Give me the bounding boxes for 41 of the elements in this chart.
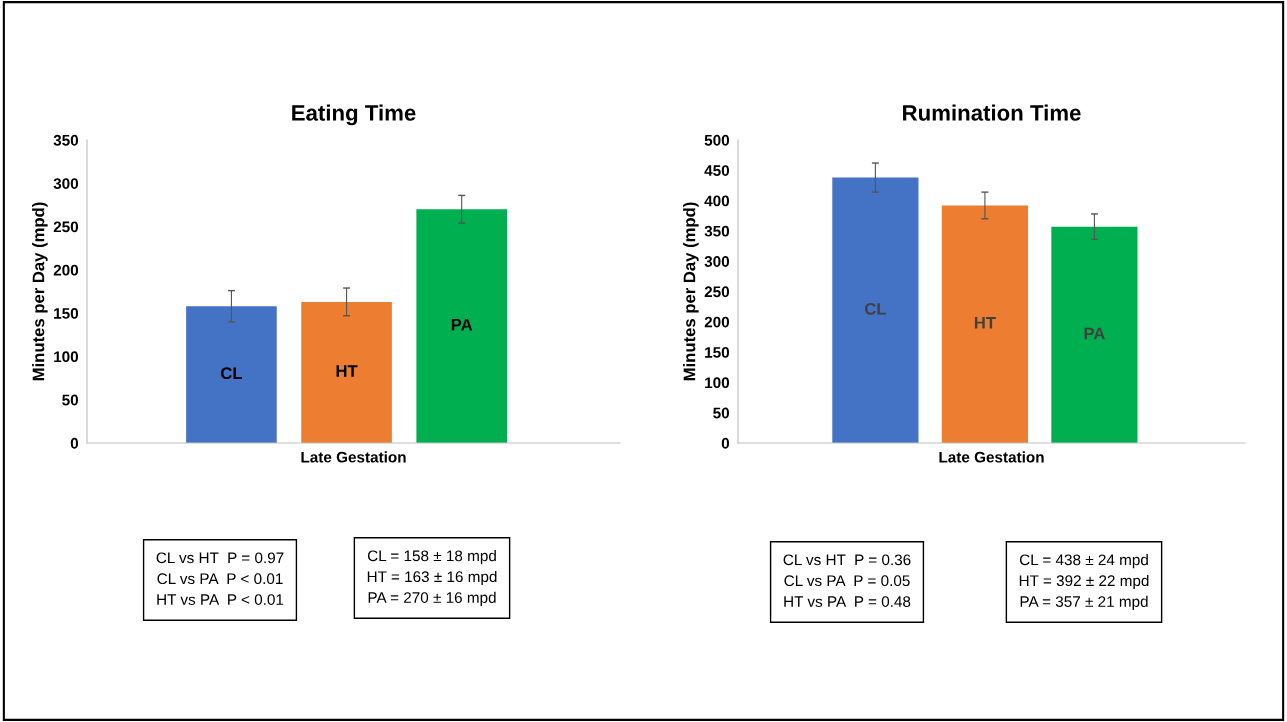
series-label: HT — [336, 365, 358, 377]
y-axis-title: Minutes per Day (mpd) — [683, 202, 699, 381]
y-tick-label: 300 — [704, 256, 730, 267]
y-tick-label: 350 — [704, 225, 730, 237]
y-axis-title: Minutes per Day (mpd) — [32, 202, 48, 381]
series-label: PA — [451, 318, 473, 331]
y-tick-label: 450 — [704, 165, 730, 176]
series-label: PA — [1084, 327, 1105, 340]
y-tick-label: 150 — [54, 308, 79, 319]
chart-title: Rumination Time — [903, 104, 1081, 121]
series-label: CL — [221, 367, 243, 380]
bar — [301, 301, 392, 443]
y-tick-label: 0 — [70, 437, 79, 449]
bar — [832, 177, 919, 443]
x-tick-label: Late Gestation — [939, 451, 1044, 463]
y-tick-label: 400 — [704, 195, 730, 207]
text: CL = 438 ± 24 mpd HT = 392 ± 22 mpd PA = 357 ± 21 mpd — [1019, 553, 1149, 611]
bar — [1051, 226, 1138, 443]
y-tick-label: 100 — [705, 377, 730, 389]
y-tick-label: 250 — [704, 286, 730, 298]
y-tick-label: 250 — [53, 221, 79, 233]
y-tick-label: 500 — [704, 134, 730, 146]
text: CL = 158 ± 18 mpd HT = 163 ± 16 mpd PA = 270 ± 16 mpd — [367, 549, 497, 607]
y-tick-label: 0 — [721, 437, 730, 449]
y-tick-label: 200 — [53, 264, 79, 276]
y-tick-label: 50 — [713, 407, 730, 419]
text: CL vs HT P = 0.36 CL vs PA P = 0.05 HT vs PA P = 0.48 — [783, 554, 911, 607]
y-tick-label: 300 — [53, 178, 79, 189]
y-tick-label: 150 — [705, 346, 730, 358]
y-tick-label: 100 — [54, 351, 79, 363]
bar — [186, 306, 277, 443]
bar — [416, 209, 507, 443]
y-tick-label: 200 — [704, 316, 730, 328]
y-tick-label: 50 — [62, 394, 79, 406]
series-label: HT — [974, 317, 996, 329]
y-tick-label: 350 — [53, 134, 79, 146]
chart-title: Eating Time — [292, 104, 416, 126]
text: CL vs HT P = 0.97 CL vs PA P < 0.01 HT vs PA P < 0.01 — [156, 552, 284, 605]
bar — [941, 205, 1028, 443]
series-label: CL — [864, 302, 886, 315]
x-tick-label: Late Gestation — [301, 451, 406, 463]
